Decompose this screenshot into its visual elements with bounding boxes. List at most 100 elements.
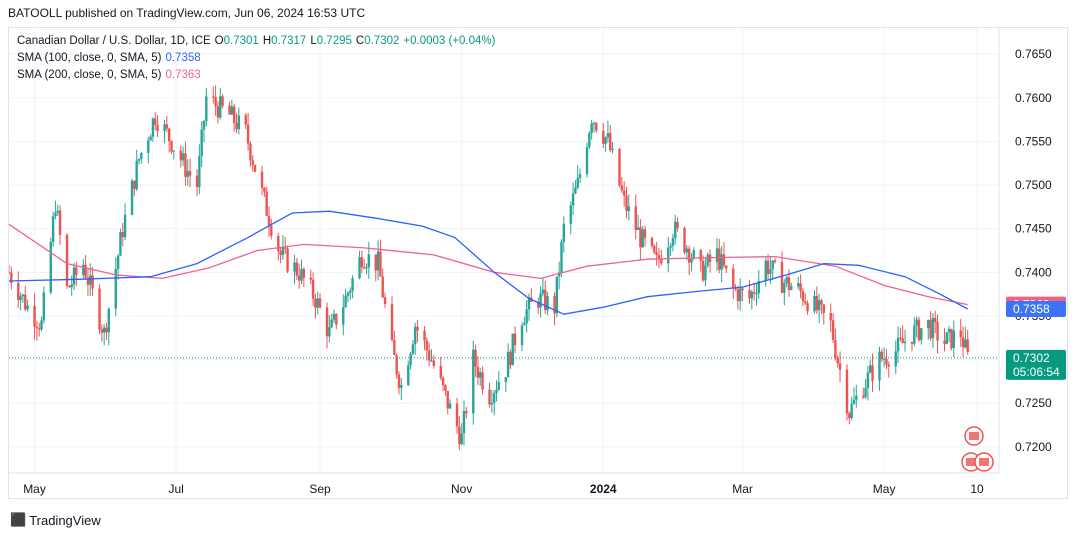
candle-body — [571, 193, 575, 206]
candle-body — [430, 360, 433, 362]
candle-body — [232, 106, 236, 123]
candle-body — [829, 312, 832, 321]
sma200-legend[interactable]: SMA (200, close, 0, SMA, 5) 0.7363 — [17, 69, 205, 81]
candle-body — [590, 123, 593, 134]
candle-body — [722, 254, 726, 266]
candle-body — [903, 341, 907, 344]
candle-body — [725, 265, 728, 269]
candle-body — [959, 330, 962, 338]
footer[interactable]: ⬛ TradingView — [10, 512, 101, 528]
candle-body — [544, 289, 547, 311]
sma100-value: 0.7358 — [165, 52, 201, 64]
candle-body — [75, 267, 78, 275]
candle-body — [286, 248, 289, 272]
candle-body — [376, 251, 380, 271]
candle-body — [488, 389, 491, 405]
candle-body — [170, 141, 173, 152]
x-tick-label: May — [873, 482, 896, 496]
candle-body — [562, 223, 566, 242]
sma100-price-tag: 0.7358 — [1013, 302, 1050, 316]
candle-body — [917, 319, 921, 341]
price-chart[interactable]: 0.7650 0.7600 0.7550 0.7500 0.7450 0.7400 0.73… — [9, 28, 1067, 498]
candle-body — [913, 325, 916, 344]
candle-body — [585, 147, 589, 175]
candle-body — [766, 260, 770, 275]
candle-body — [750, 291, 754, 299]
candle-body — [328, 327, 331, 337]
candle-body — [509, 351, 512, 366]
candle-body — [595, 122, 598, 131]
candle-body — [537, 301, 540, 308]
candle-body — [611, 148, 614, 151]
candle-body — [834, 339, 837, 358]
candle-body — [787, 277, 791, 290]
x-tick-label: Sep — [309, 482, 331, 496]
candle-body — [300, 268, 303, 281]
candle-body — [655, 252, 658, 256]
candle-body — [606, 133, 610, 138]
sma100-legend[interactable]: SMA (100, close, 0, SMA, 5) 0.7358 — [17, 52, 205, 64]
candle-body — [804, 301, 807, 304]
sma100-label: SMA (100, close, 0, SMA, 5) — [17, 52, 162, 64]
candle-body — [764, 260, 767, 281]
candle-body — [894, 351, 897, 367]
candle-body — [741, 288, 744, 291]
candle-body — [446, 390, 449, 409]
candle-body — [444, 385, 447, 391]
candle-body — [815, 295, 819, 311]
candle-body — [414, 326, 417, 345]
candle-body — [228, 105, 231, 115]
candle-body — [523, 323, 526, 326]
candle-body — [838, 363, 842, 370]
us-event-flag-icon-2-fill — [979, 458, 989, 466]
candle-body — [674, 221, 677, 238]
candle-body — [739, 288, 742, 302]
candle-body — [351, 278, 354, 291]
candle-body — [504, 377, 507, 383]
candle-body — [309, 277, 312, 280]
candle-body — [783, 283, 786, 293]
candle-body — [188, 171, 192, 176]
candle-body — [945, 332, 949, 344]
y-tick-label: 0.7400 — [1015, 265, 1052, 279]
candle-body — [474, 349, 477, 367]
candle-body — [715, 248, 719, 263]
candle-body — [395, 355, 398, 375]
candle-body — [119, 232, 122, 256]
candle-body — [267, 215, 271, 226]
candle-body — [102, 327, 106, 333]
candle-body — [899, 337, 902, 339]
candle-body — [253, 164, 257, 172]
candle-body — [105, 327, 108, 333]
candle-body — [24, 294, 27, 310]
candle-body — [37, 328, 41, 330]
candle-body — [569, 205, 572, 224]
candle-body — [212, 96, 215, 98]
candle-body — [89, 275, 92, 285]
candle-body — [852, 399, 856, 404]
candle-body — [216, 106, 220, 118]
candle-body — [718, 248, 721, 270]
candle-body — [302, 268, 306, 278]
candle-body — [915, 319, 918, 326]
candle-body — [822, 304, 825, 313]
candle-body — [54, 212, 57, 217]
candle-body — [51, 216, 55, 243]
candle-body — [920, 328, 923, 341]
candle-body — [265, 191, 268, 216]
candle-body — [407, 365, 410, 385]
x-tick-label: May — [23, 482, 46, 496]
candle-body — [219, 96, 222, 118]
sma100-price-tag-bg — [1006, 300, 1066, 317]
candle-body — [455, 403, 459, 427]
candle-body — [448, 403, 452, 409]
candle-body — [121, 232, 124, 238]
candle-body — [367, 254, 371, 268]
last-price-tag: 0.7302 — [1013, 351, 1050, 365]
candle-body — [602, 130, 605, 144]
chart-frame — [8, 27, 1068, 499]
candle-body — [862, 395, 865, 398]
candle-body — [344, 295, 347, 308]
candle-body — [202, 121, 206, 130]
candle-body — [757, 280, 760, 294]
